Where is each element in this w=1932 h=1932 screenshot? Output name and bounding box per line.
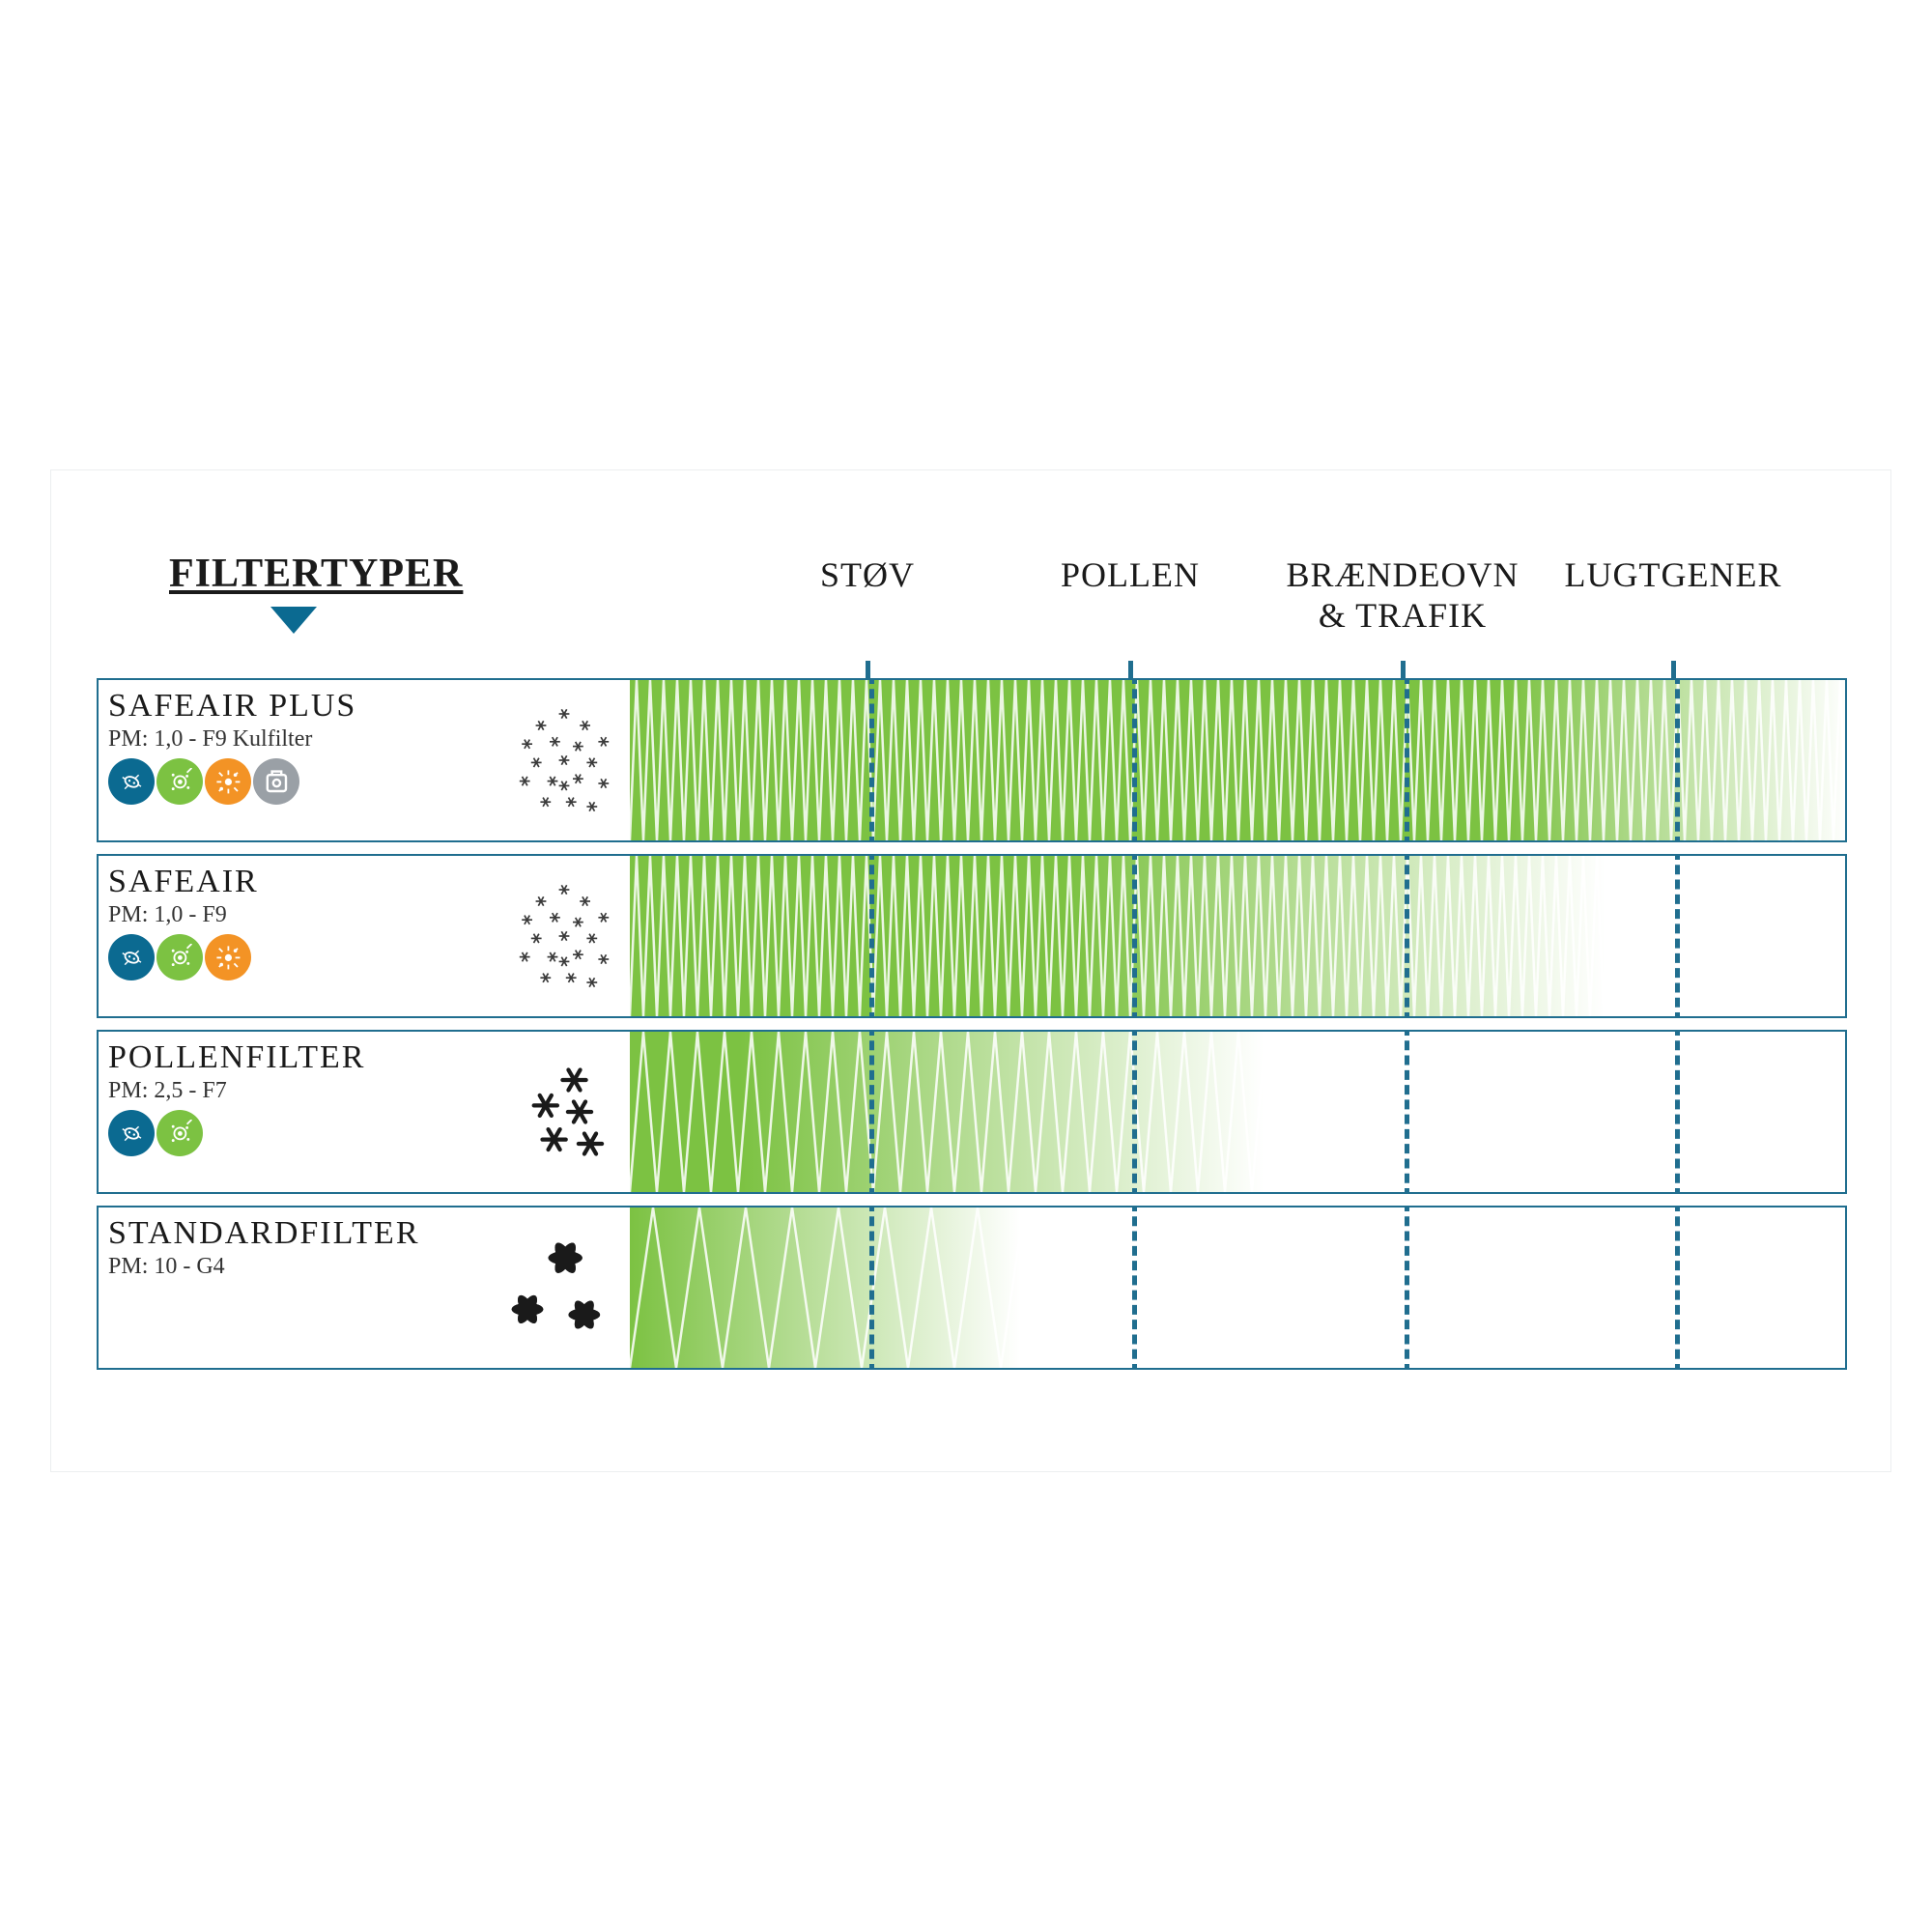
canvas: FILTERTYPER STØVPOLLENBRÆNDEOVN& TRAFIKL… (0, 0, 1932, 1932)
column-header: STØV (723, 554, 1012, 595)
row-label-area: POLLENFILTERPM: 2,5 - F7 (99, 1032, 630, 1192)
column-divider (869, 678, 874, 842)
filter-row: SAFEAIRPM: 1,0 - F9 (97, 854, 1847, 1018)
filter-row: SAFEAIR PLUSPM: 1,0 - F9 Kulfilter (97, 678, 1847, 842)
column-divider (869, 854, 874, 1018)
column-divider (1405, 678, 1409, 842)
column-divider-stub (1128, 661, 1133, 678)
column-divider (1675, 1206, 1680, 1370)
column-divider (1132, 854, 1137, 1018)
column-header: LUGTGENER (1528, 554, 1818, 595)
efficiency-bar (630, 856, 1847, 1016)
row-label-area: STANDARDFILTERPM: 10 - G4 (99, 1208, 630, 1368)
column-divider (1675, 678, 1680, 842)
particle-size-icon (487, 1220, 622, 1355)
zigzag-pattern (630, 1208, 1847, 1368)
column-divider (1405, 854, 1409, 1018)
column-divider (1405, 1206, 1409, 1370)
green-badge-icon (156, 1110, 203, 1156)
column-header: POLLEN (985, 554, 1275, 595)
zigzag-pattern (630, 856, 1847, 1016)
column-divider (1405, 1030, 1409, 1194)
efficiency-bar (630, 680, 1847, 840)
column-divider (869, 1206, 874, 1370)
column-divider (1675, 854, 1680, 1018)
green-badge-icon (156, 934, 203, 980)
filter-row: STANDARDFILTERPM: 10 - G4 (97, 1206, 1847, 1370)
blue-badge-icon (108, 1110, 155, 1156)
header-title: FILTERTYPER (169, 551, 463, 597)
zigzag-pattern (630, 1032, 1847, 1192)
orange-badge-icon (205, 758, 251, 805)
dropdown-triangle-icon (270, 607, 317, 634)
column-divider (1132, 1206, 1137, 1370)
blue-badge-icon (108, 758, 155, 805)
particle-size-icon (506, 878, 622, 994)
column-divider (1675, 1030, 1680, 1194)
column-divider-stub (1401, 661, 1406, 678)
orange-badge-icon (205, 934, 251, 980)
filter-row: POLLENFILTERPM: 2,5 - F7 (97, 1030, 1847, 1194)
blue-badge-icon (108, 934, 155, 980)
column-divider-stub (1671, 661, 1676, 678)
column-divider-stub (866, 661, 870, 678)
particle-size-icon (506, 702, 622, 818)
column-divider (1132, 678, 1137, 842)
column-divider (1132, 1030, 1137, 1194)
particle-size-icon (516, 1059, 622, 1165)
grey-badge-icon (253, 758, 299, 805)
column-divider (869, 1030, 874, 1194)
efficiency-bar (630, 1032, 1847, 1192)
column-header: BRÆNDEOVN& TRAFIK (1258, 554, 1548, 636)
row-label-area: SAFEAIR PLUSPM: 1,0 - F9 Kulfilter (99, 680, 630, 840)
green-badge-icon (156, 758, 203, 805)
efficiency-bar (630, 1208, 1847, 1368)
zigzag-pattern (630, 680, 1847, 840)
row-label-area: SAFEAIRPM: 1,0 - F9 (99, 856, 630, 1016)
